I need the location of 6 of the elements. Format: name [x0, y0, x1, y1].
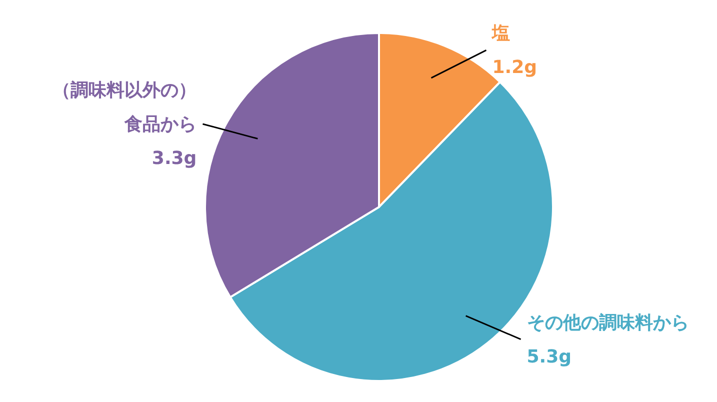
- slice-label: その他の調味料から: [526, 312, 689, 333]
- slice-label: 塩: [491, 22, 510, 44]
- data-label: 3.3g: [152, 147, 197, 168]
- data-label: 1.2g: [492, 56, 538, 78]
- slice-label: （調味料以外の）食品から: [52, 79, 197, 134]
- data-label: 5.3g: [526, 346, 572, 367]
